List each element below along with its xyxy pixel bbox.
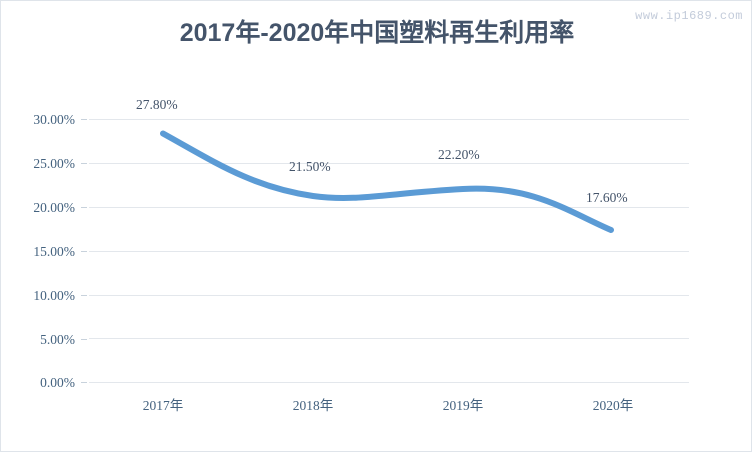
data-label-2019: 22.20%: [438, 147, 480, 162]
y-tick-mark: [81, 339, 87, 340]
x-tick-label-2019: 2019年: [442, 398, 484, 413]
x-tick-label-2018: 2018年: [292, 398, 334, 413]
watermark-text: www.ip1689.com: [635, 9, 743, 23]
x-tick-label-2017: 2017年: [142, 398, 184, 413]
y-tick-mark: [81, 295, 87, 296]
y-tick-mark: [81, 119, 87, 120]
gridline: [89, 163, 689, 164]
y-tick-label: 15.00%: [33, 244, 75, 259]
y-tick-label: 25.00%: [33, 156, 75, 171]
y-tick-mark: [81, 207, 87, 208]
y-tick-mark: [81, 163, 87, 164]
gridline: [89, 338, 689, 339]
data-label-2020: 17.60%: [586, 190, 628, 205]
data-label-2017: 27.80%: [136, 97, 178, 112]
plot-area: [89, 119, 689, 383]
data-label-2018: 21.50%: [289, 159, 331, 174]
y-tick-mark: [81, 382, 87, 383]
chart-title: 2017年-2020年中国塑料再生利用率: [179, 19, 575, 47]
x-tick-label-2020: 2020年: [592, 398, 634, 413]
y-tick-label: 20.00%: [33, 200, 75, 215]
y-tick-mark: [81, 251, 87, 252]
series-line: [160, 130, 614, 233]
gridline: [89, 382, 689, 383]
y-tick-label: 0.00%: [40, 375, 75, 390]
gridline: [89, 119, 689, 120]
series-path: [160, 130, 614, 233]
y-tick-label: 5.00%: [40, 332, 75, 347]
y-tick-label: 10.00%: [33, 288, 75, 303]
gridline: [89, 295, 689, 296]
y-tick-label: 30.00%: [33, 112, 75, 127]
gridline: [89, 207, 689, 208]
gridline: [89, 251, 689, 252]
